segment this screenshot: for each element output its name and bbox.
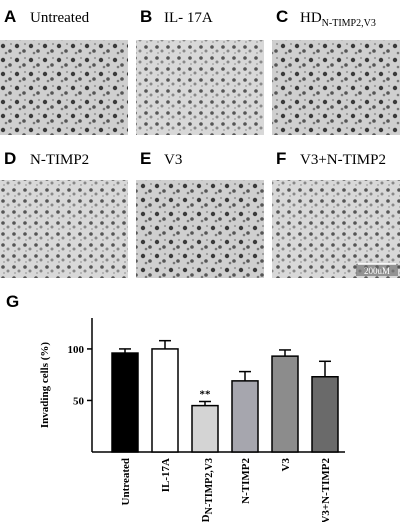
bar xyxy=(271,355,299,453)
x-tick-label-text: V3 xyxy=(280,458,292,472)
panel-label-text: HD xyxy=(300,10,322,26)
panel-label: HDN-TIMP2,V3 xyxy=(300,10,376,29)
significance-annotation: ** xyxy=(200,388,212,400)
panel-label-text: N-TIMP2 xyxy=(30,152,89,168)
x-tick-label-text: HD xyxy=(200,514,212,522)
panel-letter: A xyxy=(4,7,16,26)
micrograph xyxy=(272,40,400,135)
panel-letter: E xyxy=(140,149,151,168)
panel-label-text: Untreated xyxy=(30,10,90,26)
x-tick-label: N-TIMP2 xyxy=(240,458,252,504)
bar xyxy=(191,404,219,453)
x-tick-label: IL-17A xyxy=(160,458,172,492)
panel-letter: B xyxy=(140,7,152,26)
panel-letter: C xyxy=(276,7,288,26)
bar xyxy=(151,348,179,453)
panel-label-text: V3+N-TIMP2 xyxy=(300,152,386,168)
bar-chart: G Invading cells (%) 50 100 Untreated IL-17A *… xyxy=(6,292,345,522)
x-tick-label-text: V3+N-TIMP2 xyxy=(320,458,332,522)
scale-bar-label: 200uM xyxy=(364,266,390,276)
panel-label: N-TIMP2 xyxy=(30,152,89,168)
panel-label: Untreated xyxy=(30,10,90,26)
micrograph xyxy=(272,180,400,278)
scale-bar-box xyxy=(356,264,398,276)
bar xyxy=(111,352,139,453)
y-tick-label: 50 xyxy=(73,395,85,407)
panel-letter: D xyxy=(4,149,16,168)
x-tick-label-text: IL-17A xyxy=(160,458,172,492)
panel-label: IL- 17A xyxy=(164,10,213,26)
x-tick-label: V3+N-TIMP2 xyxy=(320,458,332,522)
x-tick-label-text: N-TIMP2 xyxy=(240,458,252,504)
x-tick-label: HDN-TIMP2,V3 xyxy=(200,458,215,522)
panel-label-text: IL- 17A xyxy=(164,10,213,26)
x-tick-label-subscript: N-TIMP2,V3 xyxy=(204,458,215,514)
panel-label: V3 xyxy=(164,152,182,168)
x-tick-label: Untreated xyxy=(120,458,132,505)
panel-letter: F xyxy=(276,149,286,168)
panel-label: V3+N-TIMP2 xyxy=(300,152,386,168)
bar xyxy=(231,380,259,453)
y-axis-label: Invading cells (%) xyxy=(39,342,51,429)
y-tick-label: 100 xyxy=(68,344,85,356)
micrograph xyxy=(136,180,264,278)
x-tick-label: V3 xyxy=(280,458,292,472)
micrograph xyxy=(0,180,128,278)
x-tick-label-text: Untreated xyxy=(120,458,132,505)
micrograph xyxy=(0,40,128,135)
bar xyxy=(311,376,339,453)
panel-label-text: V3 xyxy=(164,152,182,168)
micrograph xyxy=(136,40,264,135)
panel-label-subscript: N-TIMP2,V3 xyxy=(322,18,376,29)
panel-letter: G xyxy=(6,292,19,311)
micrograph-panels: A Untreated B IL- 17A C HDN-TIMP2,V3 D N-TIMP2 E… xyxy=(0,7,400,278)
